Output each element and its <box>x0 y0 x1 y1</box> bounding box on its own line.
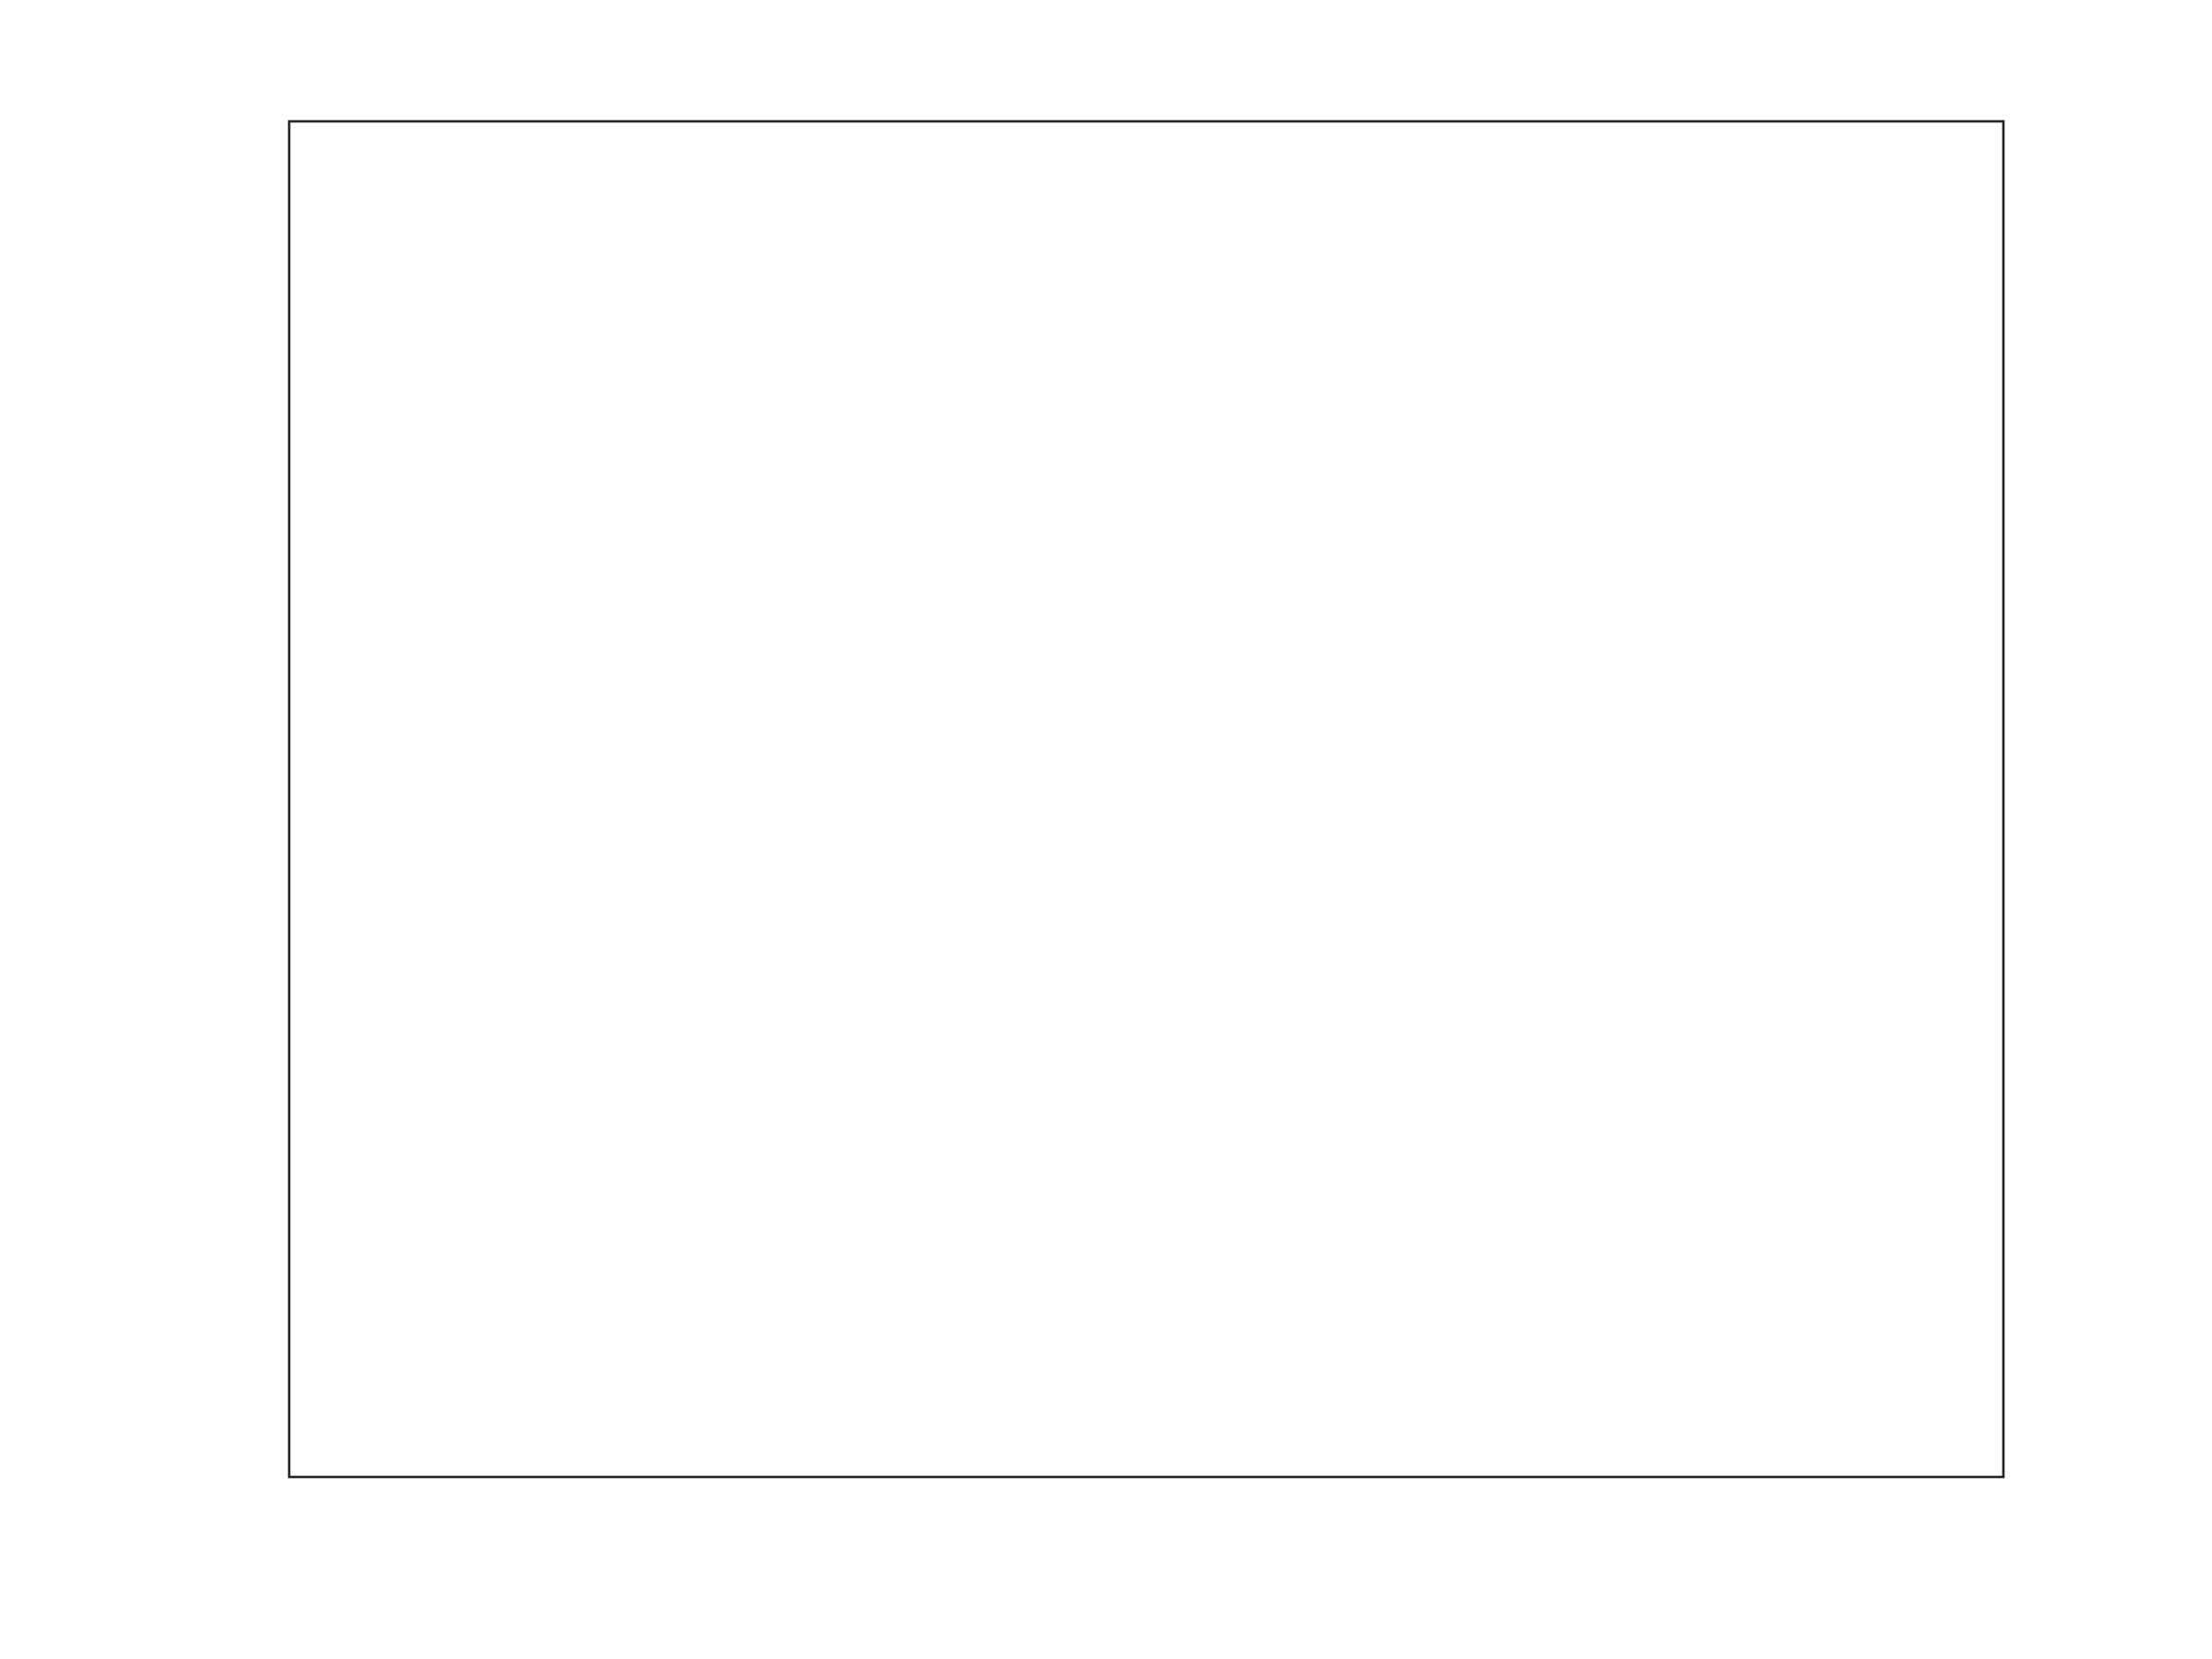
plot-frame <box>287 119 2005 1479</box>
